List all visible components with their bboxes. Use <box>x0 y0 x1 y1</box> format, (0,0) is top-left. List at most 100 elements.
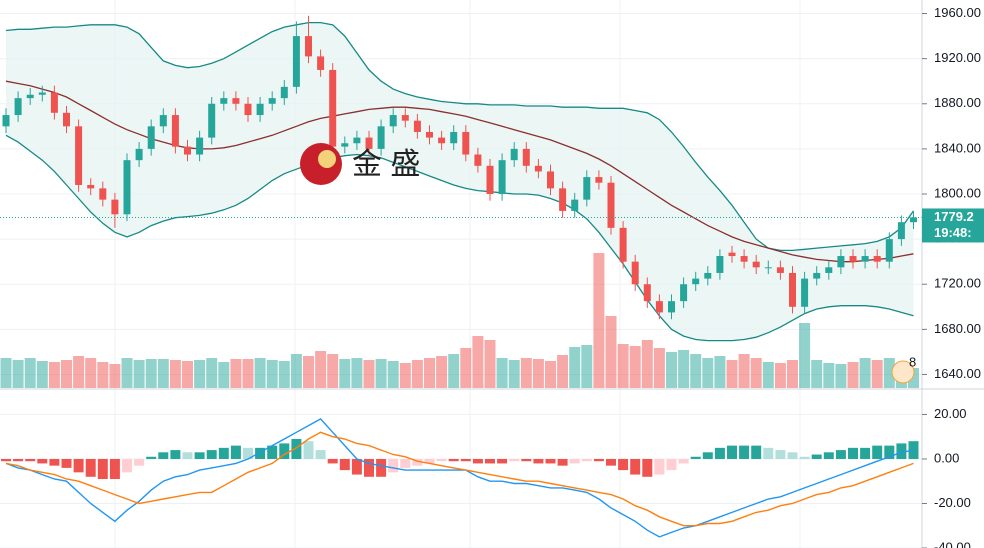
candle-body <box>547 171 554 189</box>
candle-body <box>63 112 70 127</box>
histogram-bar <box>109 458 120 480</box>
y-tick-label: -20.00 <box>934 495 971 510</box>
histogram-bar <box>581 458 592 462</box>
volume-bar <box>48 362 60 388</box>
histogram-bar <box>448 458 459 462</box>
volume-bar <box>194 360 206 388</box>
volume-bar <box>12 360 24 388</box>
histogram-bar <box>25 458 36 462</box>
volume-bar <box>436 356 448 388</box>
histogram-bar <box>13 458 24 462</box>
candle-body <box>50 92 58 113</box>
candle-body <box>450 131 458 144</box>
candle-body <box>704 272 712 279</box>
histogram-bar <box>811 454 822 459</box>
candle-body <box>571 199 579 211</box>
volume-bar <box>714 356 726 388</box>
candle-body <box>26 94 34 99</box>
candle-body <box>220 98 228 104</box>
volume-bar <box>315 351 327 388</box>
candle-body <box>752 261 760 268</box>
histogram-bar <box>896 443 907 459</box>
histogram-bar <box>49 458 60 466</box>
volume-bar <box>109 364 121 388</box>
histogram-bar <box>412 458 423 466</box>
candle-body <box>135 148 143 161</box>
histogram-bar <box>279 443 290 459</box>
indicator-badge: 8 <box>909 354 916 369</box>
volume-bar <box>266 360 278 388</box>
histogram-bar <box>497 458 508 464</box>
candle-body <box>208 103 216 138</box>
candle-body <box>789 272 796 307</box>
volume-bar <box>290 354 302 388</box>
candle-body <box>377 126 385 149</box>
histogram-bar <box>400 458 411 468</box>
volume-bar <box>581 345 593 388</box>
y-tick-label: 0.00 <box>934 450 959 465</box>
histogram-bar <box>763 447 774 459</box>
histogram-bar <box>61 458 72 468</box>
candle-body <box>232 98 240 104</box>
histogram-bar <box>690 456 701 459</box>
histogram-bar <box>97 458 108 480</box>
volume-bar <box>847 362 859 388</box>
histogram-bar <box>775 450 786 459</box>
candle-body <box>607 182 615 228</box>
histogram-bar <box>158 452 169 459</box>
candle-body <box>716 256 724 273</box>
candle-body <box>38 92 46 95</box>
volume-bar <box>871 360 883 388</box>
candle-body <box>438 137 446 144</box>
candle-body <box>317 56 325 70</box>
volume-bar <box>303 356 314 388</box>
histogram-bar <box>388 458 399 473</box>
volume-bar <box>484 340 496 388</box>
candle-body <box>268 98 276 104</box>
volume-bar <box>532 359 544 388</box>
volume-bar <box>726 360 738 388</box>
candle-body <box>873 256 881 262</box>
candle-body <box>280 86 288 99</box>
candle-body <box>522 148 530 166</box>
histogram-bar <box>327 458 338 464</box>
candle-body <box>534 165 542 172</box>
last-price-box <box>922 208 984 243</box>
candle-body <box>801 278 809 307</box>
histogram-bar <box>303 441 314 459</box>
volume-bar <box>387 361 399 388</box>
volume-bar <box>460 348 472 388</box>
candle-body <box>389 115 397 127</box>
volume-bar <box>411 360 423 388</box>
volume-bar <box>133 360 145 388</box>
candle-body <box>655 301 663 313</box>
candle-body <box>147 126 155 149</box>
volume-bar <box>605 316 617 388</box>
volume-bar <box>496 358 508 388</box>
candle-body <box>244 103 252 116</box>
candle-body <box>184 146 191 155</box>
volume-bar <box>121 358 133 388</box>
volume-bar <box>629 346 641 388</box>
volume-bar <box>811 360 823 388</box>
histogram-bar <box>823 452 834 459</box>
volume-bar <box>351 358 363 388</box>
macd-line <box>5 418 914 538</box>
y-tick-label: 1680.00 <box>934 321 981 336</box>
y-tick-label: 20.00 <box>934 406 967 421</box>
histogram-bar <box>485 458 495 464</box>
candle-body <box>111 199 119 215</box>
candle-body <box>401 115 409 121</box>
histogram-bar <box>339 458 350 471</box>
histogram-bar <box>787 452 798 459</box>
volume-bar <box>762 362 774 388</box>
candle-body <box>75 126 83 185</box>
histogram-bar <box>206 450 217 459</box>
volume-bar <box>617 344 629 388</box>
candle-body <box>910 217 917 223</box>
volume-bar <box>157 359 169 388</box>
volume-bar <box>750 358 762 388</box>
histogram-bar <box>424 458 435 464</box>
volume-bar <box>472 336 484 388</box>
candle-body <box>861 256 869 262</box>
